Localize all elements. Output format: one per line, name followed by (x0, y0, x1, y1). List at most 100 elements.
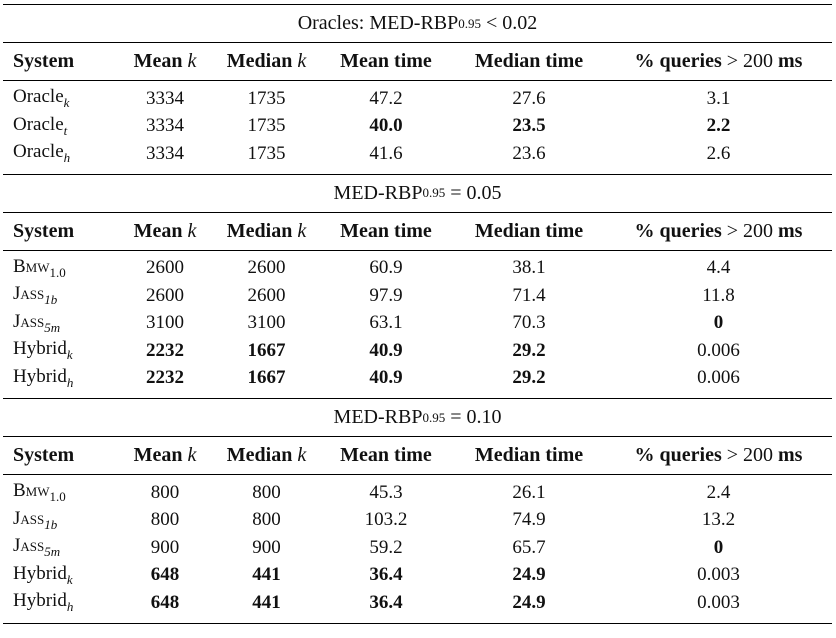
pct-queries: 2.4 (706, 481, 731, 503)
table-row: Hybridh 648 441 36.4 24.9 0.003 (3, 589, 832, 617)
subscript: k (66, 347, 73, 363)
subscript: h (66, 374, 74, 390)
header-pct-queries: % queries > 200 ms (605, 444, 832, 467)
subscript: h (66, 599, 74, 615)
section-title-text: MED-RBP (333, 406, 423, 428)
table-row: Oracleh 3334 1735 41.6 23.6 2.6 (3, 140, 832, 168)
pct-queries: 2.6 (706, 142, 731, 164)
table-row: Oraclet 3334 1735 40.0 23.5 2.2 (3, 113, 832, 141)
pct-queries: 0.003 (697, 591, 740, 613)
mean-time: 97.9 (369, 284, 403, 306)
median-k: 1667 (247, 339, 286, 361)
label-text: > 200 (721, 50, 779, 72)
section-oracles: Oracles: MED-RBP 0.95 < 0.02 System Mean … (3, 5, 832, 175)
mean-time: 59.2 (369, 536, 403, 558)
label-text: Mean (133, 444, 188, 466)
label-text: ms (778, 219, 803, 242)
system-name: Oracleh (3, 141, 116, 166)
subscript: t (63, 122, 68, 138)
header-median-time: Median time (474, 219, 584, 242)
mean-time: 40.0 (369, 115, 403, 137)
mean-k: 900 (150, 536, 180, 558)
median-k: 1735 (247, 115, 286, 137)
mean-k: 800 (150, 481, 180, 503)
header-median-time: Median time (474, 50, 584, 72)
label-text: % queries (634, 219, 722, 242)
header-system: System (13, 50, 75, 72)
section-title: MED-RBP 0.95 = 0.05 (3, 175, 832, 213)
median-time: 38.1 (512, 257, 546, 279)
mean-time: 63.1 (369, 312, 403, 334)
system-name: Jass5m (3, 535, 116, 560)
section-med-rbp-005: MED-RBP 0.95 = 0.05 System Mean k Median … (3, 175, 832, 399)
label-text: Jass (13, 283, 45, 305)
subscript: k (66, 571, 73, 587)
section-title-subscript: 0.95 (422, 409, 446, 425)
median-time: 23.5 (512, 115, 546, 137)
pct-queries: 11.8 (702, 284, 735, 306)
system-name: Hybridk (3, 338, 116, 363)
label-text: k (297, 219, 307, 242)
label-text: Hybrid (13, 590, 67, 612)
median-time: 23.6 (512, 142, 546, 164)
median-time: 74.9 (512, 509, 546, 531)
label-text: Jass (13, 310, 45, 332)
label-text: Oracle (13, 141, 64, 163)
table-row: Oraclek 3334 1735 47.2 27.6 3.1 (3, 85, 832, 113)
pct-queries: 4.4 (706, 257, 731, 279)
section-title-subscript: 0.95 (458, 15, 481, 31)
pct-queries: 0 (713, 312, 724, 334)
section-title: MED-RBP 0.95 = 0.10 (3, 399, 832, 437)
header-median-k: Median k (214, 220, 319, 243)
section-title-text: MED-RBP (333, 181, 423, 204)
header-row: System Mean k Median k Mean time Median … (3, 437, 832, 475)
label-text: % queries (634, 444, 722, 466)
mean-time: 45.3 (369, 481, 403, 503)
table-row: Jass5m 3100 3100 63.1 70.3 0 (3, 310, 832, 338)
header-mean-k: Mean k (116, 220, 214, 243)
section-title-condition: < 0.02 (481, 12, 538, 34)
mean-k: 3334 (146, 87, 184, 109)
mean-time: 60.9 (369, 257, 403, 279)
mean-time: 40.9 (369, 339, 403, 361)
pct-queries: 0.003 (697, 564, 740, 586)
system-name: Jass5m (3, 311, 116, 336)
median-k: 441 (252, 564, 281, 586)
median-k: 900 (252, 536, 281, 558)
label-text: Hybrid (13, 365, 67, 387)
subscript: k (63, 95, 70, 111)
system-name: Hybridk (3, 563, 116, 588)
mean-k: 3334 (146, 142, 184, 164)
table-row: Jass5m 900 900 59.2 65.7 0 (3, 534, 832, 562)
label-text: ms (778, 444, 803, 466)
table-row: Hybridk 648 441 36.4 24.9 0.003 (3, 562, 832, 590)
table-row: Bmw1.0 2600 2600 60.9 38.1 4.4 (3, 255, 832, 283)
label-text: > 200 (721, 444, 779, 466)
pct-queries: 0 (713, 536, 724, 558)
pct-queries: 13.2 (701, 509, 736, 531)
header-median-time: Median time (474, 444, 584, 466)
pct-queries: 2.2 (706, 115, 731, 137)
median-k: 800 (252, 481, 281, 503)
median-time: 24.9 (512, 591, 546, 613)
header-median-k: Median k (214, 444, 319, 467)
table-row: Bmw1.0 800 800 45.3 26.1 2.4 (3, 479, 832, 507)
mean-k: 3334 (146, 115, 184, 137)
median-time: 26.1 (512, 481, 546, 503)
header-pct-queries: % queries > 200 ms (605, 50, 832, 73)
median-k: 800 (252, 509, 281, 531)
median-k: 441 (252, 591, 281, 613)
median-time: 65.7 (512, 536, 546, 558)
system-name: Oraclek (3, 86, 116, 111)
label-text: % queries (634, 50, 722, 72)
median-time: 71.4 (512, 284, 546, 306)
label-text: Jass (13, 535, 45, 557)
header-median-k: Median k (214, 50, 319, 73)
mean-time: 47.2 (369, 87, 403, 109)
subscript: 1b (44, 516, 58, 532)
results-table: Oracles: MED-RBP 0.95 < 0.02 System Mean … (3, 4, 832, 624)
header-system: System (13, 219, 75, 242)
mean-k: 648 (150, 591, 180, 613)
table-row: Jass1b 2600 2600 97.9 71.4 11.8 (3, 282, 832, 310)
mean-k: 2600 (146, 257, 184, 279)
